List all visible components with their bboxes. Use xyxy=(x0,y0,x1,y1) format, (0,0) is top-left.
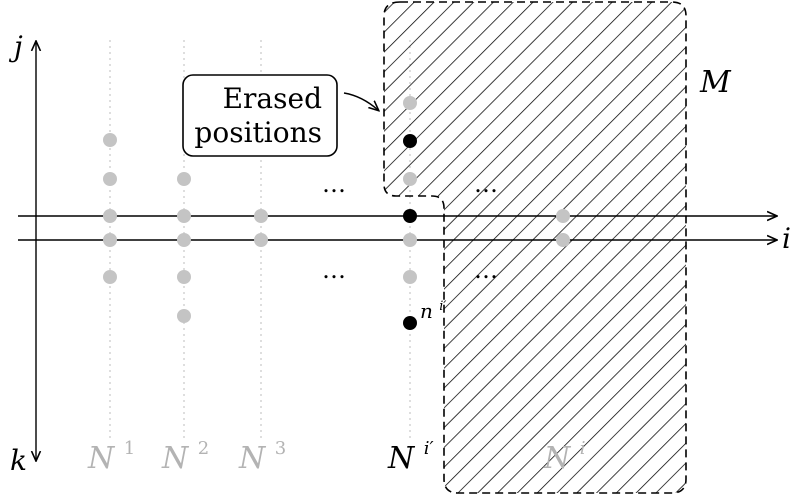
column-label-sup: 1 xyxy=(124,438,135,459)
dot xyxy=(403,270,417,284)
column-label-n1: N 1 xyxy=(87,438,135,476)
column-label-base: N xyxy=(387,441,416,476)
callout-line-1: Erased xyxy=(223,82,322,115)
dot xyxy=(103,133,117,147)
dot xyxy=(177,233,191,247)
dot xyxy=(103,172,117,186)
dot xyxy=(177,172,191,186)
dot-black xyxy=(403,209,417,223)
column-label-base: N xyxy=(87,441,116,476)
axis-label-i: i xyxy=(782,222,791,255)
region-m xyxy=(383,1,687,494)
column-label-base: N xyxy=(543,441,572,476)
point-label-n-i-prime: n i′ xyxy=(420,299,446,323)
dot-n-i-prime xyxy=(403,316,417,330)
column-label-n3: N 3 xyxy=(238,438,286,476)
callout-box xyxy=(182,74,338,157)
dot xyxy=(177,270,191,284)
ellipsis-left-lower: … xyxy=(322,256,346,284)
point-label-sup: i′ xyxy=(439,299,446,314)
callout-arrow xyxy=(343,92,378,110)
column-label-ni-prime: N i′ xyxy=(387,438,434,476)
callout-erased-positions: Erased positions xyxy=(182,74,378,157)
callout-line-2: positions xyxy=(194,116,322,149)
dot-erased xyxy=(403,96,417,110)
ellipsis-right-lower: … xyxy=(474,256,498,284)
region-m-border xyxy=(383,1,687,494)
dot xyxy=(103,233,117,247)
column-label-sup: 3 xyxy=(275,438,286,459)
point-label-base: n xyxy=(420,299,433,323)
region-label-m: M xyxy=(699,65,732,100)
dot xyxy=(177,209,191,223)
dot xyxy=(403,233,417,247)
dot-erased xyxy=(403,172,417,186)
dot xyxy=(103,270,117,284)
column-label-n2: N 2 xyxy=(161,438,209,476)
dot xyxy=(103,209,117,223)
column-label-ni: N i xyxy=(543,438,586,476)
column-label-base: N xyxy=(161,441,190,476)
axis-label-j: j xyxy=(8,30,23,63)
column-label-sup: i′ xyxy=(424,438,434,459)
dots xyxy=(103,96,570,330)
dot-erased-black xyxy=(403,134,417,148)
ellipsis-right-upper: … xyxy=(474,170,498,198)
column-label-sup: 2 xyxy=(198,438,209,459)
dot xyxy=(556,233,570,247)
dot xyxy=(254,233,268,247)
dot xyxy=(177,309,191,323)
dot xyxy=(556,209,570,223)
axis-label-k: k xyxy=(10,444,27,477)
column-label-base: N xyxy=(238,441,267,476)
column-label-sup: i xyxy=(580,438,586,459)
dot xyxy=(254,209,268,223)
ellipsis-left-upper: … xyxy=(322,170,346,198)
region-m-hatch xyxy=(384,2,686,493)
